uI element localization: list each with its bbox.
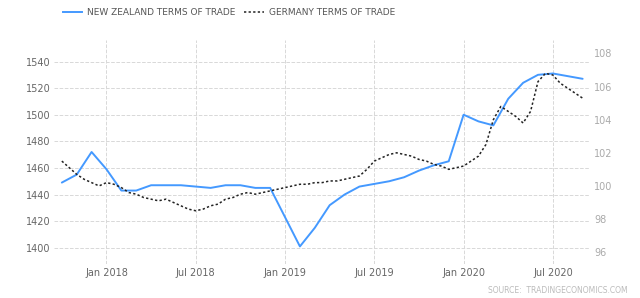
Legend: NEW ZEALAND TERMS OF TRADE, GERMANY TERMS OF TRADE: NEW ZEALAND TERMS OF TRADE, GERMANY TERM… bbox=[59, 4, 399, 21]
Text: SOURCE:  TRADINGECONOMICS.COM: SOURCE: TRADINGECONOMICS.COM bbox=[488, 286, 627, 295]
